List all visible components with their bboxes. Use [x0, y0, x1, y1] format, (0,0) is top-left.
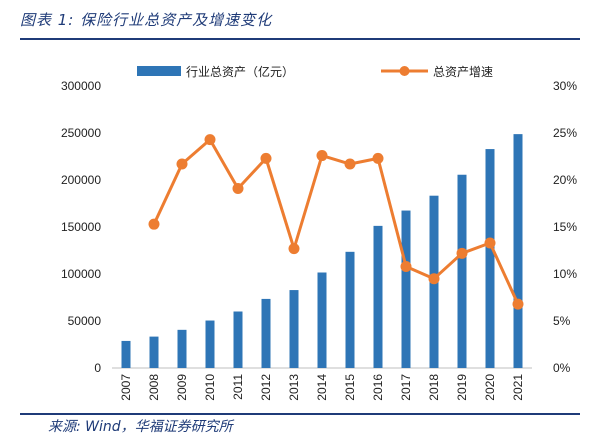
- growth-point-2012: [260, 152, 272, 164]
- x-tick-label: 2021: [511, 374, 525, 401]
- growth-point-2016: [372, 152, 384, 164]
- growth-point-2021: [512, 298, 524, 310]
- growth-point-2011: [232, 182, 244, 194]
- y-left-tick-label: 50000: [68, 314, 102, 328]
- y-right-tick-label: 0%: [553, 361, 571, 375]
- y-right-tick-label: 20%: [553, 173, 577, 187]
- bar-2007: [121, 340, 131, 368]
- bottom-rule: [20, 413, 580, 415]
- growth-line: [152, 138, 520, 305]
- bar-2010: [205, 320, 215, 368]
- y-left-tick-label: 0: [94, 361, 101, 375]
- y-left-tick-label: 200000: [61, 173, 101, 187]
- growth-point-2014: [316, 150, 328, 162]
- growth-point-2017: [400, 260, 412, 272]
- x-tick-label: 2015: [343, 374, 357, 401]
- x-tick-label: 2011: [231, 374, 245, 400]
- x-tick-label: 2012: [259, 374, 273, 401]
- x-tick-label: 2007: [119, 374, 133, 401]
- growth-point-2008: [148, 218, 160, 230]
- y-right-tick-label: 30%: [553, 79, 577, 93]
- x-tick-label: 2010: [203, 374, 217, 401]
- growth-point-2015: [344, 158, 356, 170]
- bar-2008: [149, 336, 159, 368]
- bar-2021: [513, 134, 523, 368]
- legend-bar-swatch: [137, 66, 181, 76]
- growth-point-2010: [204, 134, 216, 146]
- growth-point-2018: [428, 273, 440, 285]
- growth-point-2013: [288, 243, 300, 255]
- x-tick-label: 2019: [455, 374, 469, 401]
- title-rule: [20, 38, 580, 40]
- x-tick-label: 2009: [175, 374, 189, 401]
- y-left-tick-label: 300000: [61, 79, 101, 93]
- legend-bar-label: 行业总资产（亿元）: [186, 64, 294, 79]
- y-right-tick-label: 25%: [553, 126, 577, 140]
- bar-2012: [261, 298, 271, 368]
- x-tick-label: 2020: [483, 374, 497, 401]
- x-tick-label: 2008: [147, 374, 161, 401]
- source-note: 来源: Wind，华福证券研究所: [48, 419, 233, 435]
- y-right-tick-label: 10%: [553, 267, 577, 281]
- y-right-tick-label: 15%: [553, 220, 577, 234]
- x-tick-label: 2016: [371, 374, 385, 401]
- x-tick-label: 2014: [315, 374, 329, 401]
- y-left-tick-label: 250000: [61, 126, 101, 140]
- growth-point-2019: [456, 247, 468, 259]
- chart: 行业总资产（亿元） 总资产增速 0 50000 100000 150000 200000…: [61, 64, 577, 401]
- bar-2015: [345, 251, 355, 368]
- bar-2014: [317, 272, 327, 368]
- growth-point-2009: [176, 158, 188, 170]
- x-tick-label: 2018: [427, 374, 441, 401]
- plot-area: 0 50000 100000 150000 200000 250000 300000 0% 5%…: [61, 79, 577, 401]
- bar-2009: [177, 329, 187, 368]
- legend-line-marker: [399, 66, 410, 76]
- x-tick-label: 2017: [399, 374, 413, 401]
- growth-point-2020: [484, 237, 496, 249]
- bar-2011: [233, 311, 243, 368]
- bar-2017: [401, 210, 411, 368]
- y-left-tick-label: 100000: [61, 267, 101, 281]
- figure-title: 图表 1: 保险行业总资产及增速变化: [20, 11, 273, 29]
- bar-2013: [289, 290, 299, 368]
- bar-2020: [485, 149, 495, 368]
- bar-2019: [457, 174, 467, 368]
- y-left-tick-label: 150000: [61, 220, 101, 234]
- y-right-tick-label: 5%: [553, 314, 571, 328]
- bar-2016: [373, 225, 383, 368]
- x-tick-label: 2013: [287, 374, 301, 401]
- legend-line-label: 总资产增速: [433, 65, 493, 79]
- legend: 行业总资产（亿元） 总资产增速: [137, 64, 493, 79]
